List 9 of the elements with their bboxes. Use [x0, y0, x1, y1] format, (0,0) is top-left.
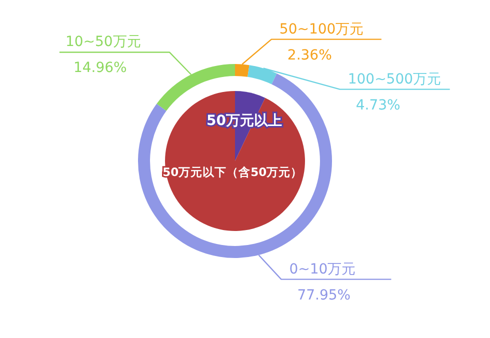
slice-label: 50万元以上	[206, 113, 282, 130]
slice-label: 50~100万元	[279, 21, 364, 38]
slice-label: 0~10万元	[289, 261, 356, 278]
data-label: 14.96%	[73, 60, 127, 76]
data-label: 4.73%	[356, 97, 400, 114]
data-label: 2.36%	[287, 47, 332, 64]
slice-label: 10~50万元	[65, 34, 141, 50]
slice-label: 100~500万元	[348, 71, 442, 88]
data-label: 77.95%	[297, 287, 351, 304]
